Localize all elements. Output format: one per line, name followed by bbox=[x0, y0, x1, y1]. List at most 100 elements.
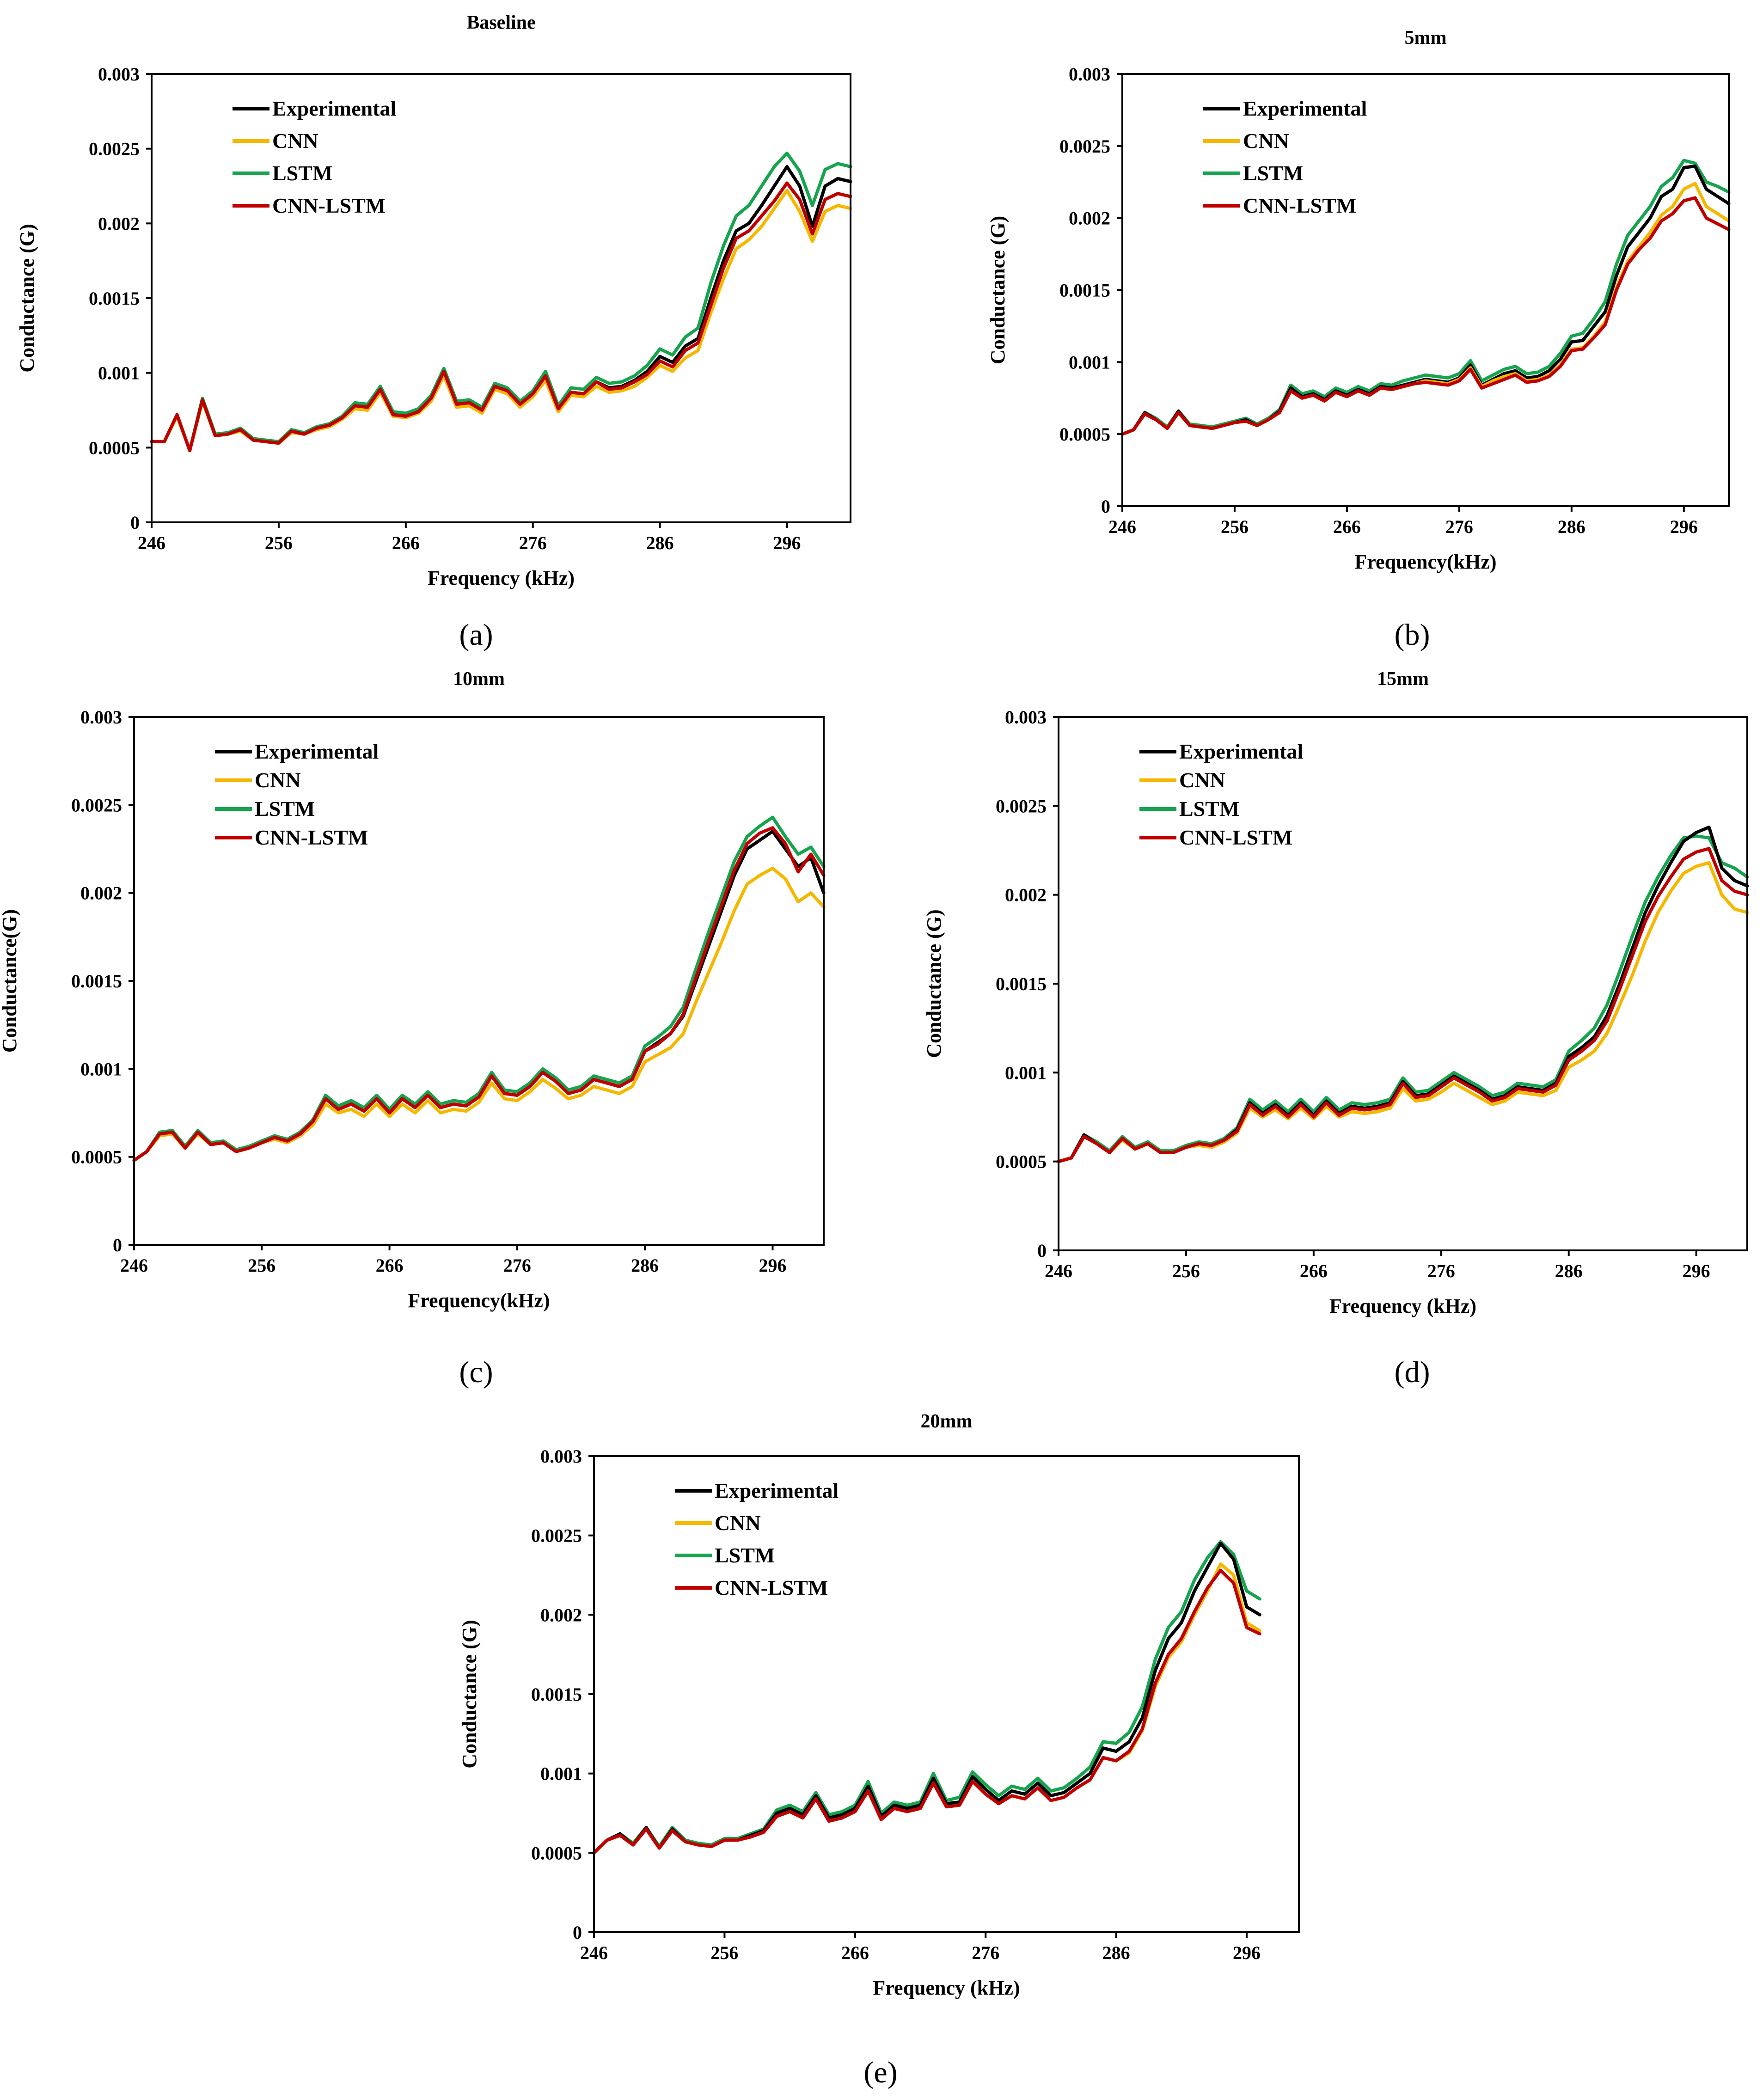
x-tick-label: 276 bbox=[1445, 516, 1473, 537]
x-axis-label: Frequency(kHz) bbox=[408, 1289, 550, 1312]
x-tick-label: 246 bbox=[138, 533, 165, 553]
legend-label: LSTM bbox=[272, 161, 332, 185]
x-tick-label: 256 bbox=[1172, 1261, 1200, 1281]
panel-caption: (c) bbox=[459, 1355, 493, 1389]
legend-label: CNN-LSTM bbox=[272, 194, 386, 217]
x-tick-label: 276 bbox=[519, 533, 547, 553]
y-tick-label: 0.002 bbox=[540, 1604, 582, 1625]
x-tick-label: 276 bbox=[503, 1255, 531, 1276]
panel-caption: (e) bbox=[863, 2056, 897, 2089]
x-tick-label: 246 bbox=[120, 1255, 148, 1276]
legend-label: CNN bbox=[1243, 129, 1289, 153]
series-line-lstm bbox=[1120, 159, 1731, 436]
x-tick-label: 266 bbox=[392, 533, 420, 553]
y-tick-label: 0 bbox=[1037, 1240, 1047, 1261]
legend: Experimental CNN LSTM CNN-LSTM bbox=[1203, 97, 1367, 217]
series-line-cnn-lstm bbox=[592, 1568, 1261, 1855]
x-tick-label: 286 bbox=[631, 1255, 659, 1276]
y-tick-label: 0.003 bbox=[98, 64, 140, 85]
legend-label: LSTM bbox=[255, 797, 315, 820]
x-tick-label: 286 bbox=[1558, 516, 1585, 537]
x-tick-label: 266 bbox=[376, 1255, 404, 1276]
legend: Experimental CNN LSTM CNN-LSTM bbox=[1139, 740, 1303, 849]
y-tick-label: 0.001 bbox=[98, 363, 140, 384]
y-tick-label: 0 bbox=[130, 512, 140, 533]
y-tick-label: 0 bbox=[573, 1922, 582, 1943]
y-tick-label: 0.0015 bbox=[996, 973, 1047, 994]
legend-label: Experimental bbox=[1179, 740, 1303, 763]
x-tick-label: 296 bbox=[1670, 516, 1698, 537]
y-axis-label: Conductance (G) bbox=[16, 224, 38, 372]
x-tick-label: 286 bbox=[1555, 1261, 1583, 1281]
series-line-lstm bbox=[132, 815, 826, 1162]
legend-label: LSTM bbox=[1243, 161, 1303, 185]
y-tick-label: 0.001 bbox=[1005, 1062, 1047, 1083]
y-tick-label: 0.0005 bbox=[89, 437, 140, 458]
x-tick-label: 296 bbox=[773, 533, 801, 553]
chart-panel-c: 10mm 0 0.0005 0.001 0.0015 0.002 0.0025 0.003 24… bbox=[0, 668, 826, 1389]
chart-title: Baseline bbox=[466, 12, 535, 33]
x-tick-label: 256 bbox=[710, 1942, 738, 1963]
y-tick-label: 0.0025 bbox=[89, 139, 140, 159]
legend-label: Experimental bbox=[715, 1479, 839, 1502]
series-line-cnn bbox=[150, 189, 852, 453]
series-line-lstm bbox=[1057, 834, 1749, 1163]
legend-label: LSTM bbox=[715, 1543, 775, 1567]
x-axis-label: Frequency(kHz) bbox=[1354, 551, 1496, 573]
x-axis-label: Frequency (kHz) bbox=[1329, 1295, 1476, 1317]
x-tick-label: 246 bbox=[1045, 1261, 1072, 1281]
plot-area-frame bbox=[593, 1455, 1300, 1933]
y-tick-label: 0 bbox=[1101, 496, 1110, 517]
y-tick-label: 0.0015 bbox=[1059, 280, 1110, 301]
panel-caption: (a) bbox=[459, 618, 493, 652]
legend-label: Experimental bbox=[272, 97, 396, 120]
y-tick-label: 0.0025 bbox=[71, 795, 122, 815]
legend: Experimental CNN LSTM CNN-LSTM bbox=[233, 97, 396, 217]
y-tick-label: 0.003 bbox=[1069, 64, 1110, 85]
chart-title: 5mm bbox=[1405, 27, 1447, 49]
x-tick-label: 276 bbox=[1427, 1261, 1455, 1281]
panel-caption: (b) bbox=[1395, 618, 1430, 652]
x-tick-label: 296 bbox=[1683, 1261, 1710, 1281]
chart-title: 20mm bbox=[921, 1411, 973, 1432]
x-tick-label: 256 bbox=[1221, 516, 1249, 537]
y-axis-label: Conductance (G) bbox=[923, 909, 945, 1058]
legend: Experimental CNN LSTM CNN-LSTM bbox=[675, 1479, 839, 1599]
y-tick-label: 0.003 bbox=[1005, 707, 1047, 728]
x-tick-label: 266 bbox=[1300, 1261, 1328, 1281]
chart-panel-d: 15mm 0 0.0005 0.001 0.0015 0.002 0.0025 0.003 24… bbox=[923, 668, 1749, 1389]
series-line-cnn-lstm bbox=[1057, 847, 1749, 1163]
series-line-cnn bbox=[592, 1562, 1261, 1855]
chart-panel-a: Baseline 0 0.0005 0.001 0.0015 0.002 0.0025 0.0… bbox=[16, 12, 852, 652]
y-tick-label: 0.003 bbox=[540, 1446, 582, 1467]
y-tick-label: 0.0005 bbox=[531, 1843, 582, 1863]
y-tick-label: 0.0025 bbox=[531, 1525, 582, 1546]
x-tick-label: 286 bbox=[646, 533, 674, 553]
y-tick-label: 0.003 bbox=[80, 707, 122, 728]
y-tick-label: 0.002 bbox=[98, 213, 140, 234]
y-tick-label: 0.002 bbox=[1005, 885, 1047, 906]
chart-title: 15mm bbox=[1377, 668, 1429, 690]
legend: Experimental CNN LSTM CNN-LSTM bbox=[215, 740, 379, 849]
plot-area-frame bbox=[1121, 73, 1730, 507]
x-tick-label: 266 bbox=[1333, 516, 1361, 537]
series-line-lstm bbox=[150, 151, 852, 453]
y-tick-label: 0.0025 bbox=[996, 796, 1047, 816]
panel-caption: (d) bbox=[1395, 1355, 1430, 1389]
x-axis-label: Frequency (kHz) bbox=[428, 567, 575, 589]
legend-label: Experimental bbox=[1243, 97, 1367, 120]
x-tick-label: 246 bbox=[580, 1942, 608, 1963]
x-tick-label: 246 bbox=[1108, 516, 1136, 537]
legend-label: CNN bbox=[255, 768, 301, 792]
series-line-cnn-lstm bbox=[150, 181, 852, 453]
y-axis-label: Conductance(G) bbox=[0, 909, 21, 1053]
x-tick-label: 276 bbox=[972, 1942, 999, 1963]
legend-label: CNN-LSTM bbox=[1243, 194, 1356, 217]
y-axis-label: Conductance (G) bbox=[458, 1620, 481, 1768]
y-tick-label: 0.001 bbox=[80, 1059, 122, 1079]
x-tick-label: 256 bbox=[248, 1255, 275, 1276]
y-axis-label: Conductance (G) bbox=[986, 216, 1009, 364]
series-line-experimental bbox=[132, 829, 826, 1162]
